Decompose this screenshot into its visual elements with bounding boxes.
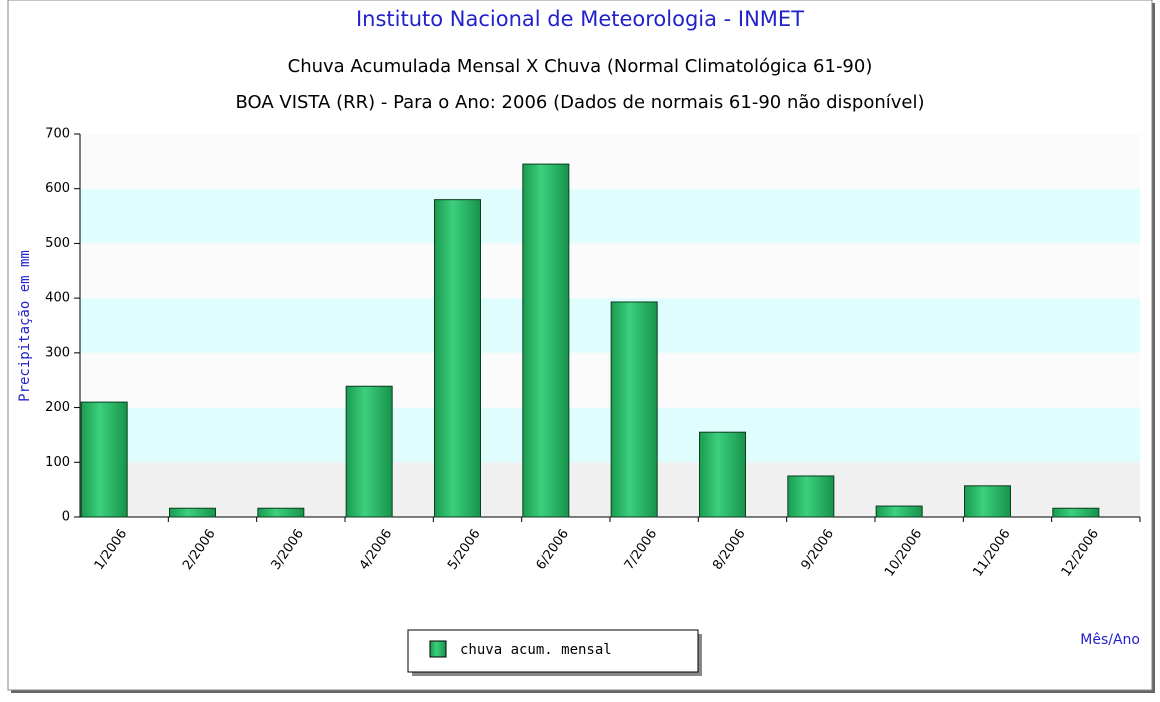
subtitle: Chuva Acumulada Mensal X Chuva (Normal C… bbox=[288, 56, 873, 77]
chart-title: Instituto Nacional de Meteorologia - INM… bbox=[356, 7, 804, 31]
bar bbox=[875, 505, 923, 518]
bar bbox=[169, 507, 216, 518]
y-tick-label: 400 bbox=[45, 291, 70, 306]
y-tick-label: 100 bbox=[45, 455, 70, 470]
bar bbox=[80, 401, 128, 518]
bar bbox=[787, 475, 835, 518]
grid-band bbox=[80, 407, 1140, 463]
subtitle: BOA VISTA (RR) - Para o Ano: 2006 (Dados… bbox=[235, 92, 924, 113]
grid-band bbox=[80, 462, 1140, 517]
legend-label: chuva acum. mensal bbox=[460, 642, 612, 658]
grid-band bbox=[80, 352, 1140, 408]
y-tick-label: 600 bbox=[45, 181, 70, 196]
y-tick-label: 200 bbox=[45, 400, 70, 415]
bar bbox=[699, 431, 746, 518]
y-tick-label: 300 bbox=[45, 345, 70, 360]
grid-band bbox=[80, 298, 1140, 353]
bar bbox=[964, 485, 1011, 518]
bar bbox=[1052, 507, 1100, 518]
legend bbox=[407, 629, 699, 673]
grid-band bbox=[80, 188, 1140, 244]
x-axis-label: Mês/Ano bbox=[1080, 632, 1140, 648]
bar bbox=[522, 163, 570, 518]
bar bbox=[257, 507, 305, 518]
y-tick-label: 500 bbox=[45, 236, 70, 251]
bar bbox=[345, 385, 393, 518]
bar bbox=[610, 301, 658, 518]
legend-swatch bbox=[429, 640, 447, 658]
y-tick-label: 700 bbox=[45, 127, 70, 142]
grid-band bbox=[80, 243, 1140, 299]
y-tick-label: 0 bbox=[62, 510, 70, 525]
bar bbox=[434, 199, 481, 518]
grid-band bbox=[80, 134, 1140, 189]
y-axis-label: Precipitação em mm bbox=[17, 250, 33, 402]
